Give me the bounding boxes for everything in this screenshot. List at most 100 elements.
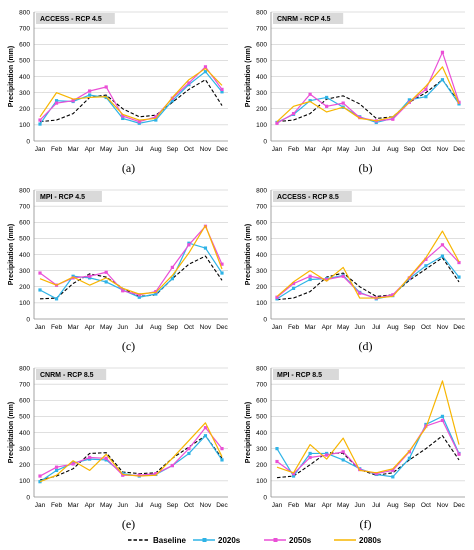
panel-title-box: [273, 369, 339, 380]
data-point-2020s: [341, 458, 345, 462]
y-tick-label: 700: [256, 25, 267, 32]
data-point-2020s: [104, 280, 108, 284]
x-tick-label: Jul: [372, 146, 381, 153]
data-point-2020s: [121, 116, 125, 121]
data-point-2020s: [440, 254, 445, 258]
x-tick-label: Feb: [51, 146, 63, 153]
data-point-2020s: [154, 292, 158, 296]
y-tick-label: 300: [19, 446, 30, 453]
data-point-2020s: [424, 422, 428, 427]
y-tick-label: 200: [256, 106, 267, 113]
data-point-2050s: [187, 243, 191, 247]
x-tick-label: Apr: [322, 324, 333, 331]
panel-title-box: [36, 13, 115, 24]
x-tick-label: Jan: [272, 324, 283, 331]
y-tick-label: 100: [19, 478, 30, 485]
data-point-2020s: [308, 277, 312, 282]
data-point-2020s: [88, 93, 92, 97]
y-tick-label: 700: [19, 203, 30, 210]
y-tick-label: 400: [19, 430, 30, 437]
data-point-2050s: [203, 65, 208, 69]
x-tick-label: Oct: [184, 502, 194, 509]
series-line-2050s: [39, 225, 223, 296]
y-tick-label: 300: [19, 268, 30, 275]
data-point-2050s: [137, 473, 141, 477]
series-line-2080s: [276, 66, 460, 123]
series-line-2050s: [39, 66, 223, 123]
x-tick-label: Jul: [135, 146, 144, 153]
panel-caption: (d): [359, 339, 373, 353]
y-tick-label: 200: [19, 462, 30, 469]
data-point-2020s: [440, 78, 445, 82]
data-point-2050s: [424, 87, 428, 91]
x-tick-label: Jun: [117, 324, 128, 331]
y-tick-label: 400: [256, 252, 267, 259]
y-tick-label: 800: [256, 9, 267, 16]
x-tick-label: Mar: [304, 146, 316, 153]
data-point-2020s: [391, 475, 395, 479]
panel-title-box: [273, 13, 344, 24]
y-axis-label: Precipitation (mm): [245, 224, 252, 285]
legend-item-2050s: 2050s: [264, 536, 312, 545]
x-tick-label: Aug: [387, 324, 399, 331]
data-point-2020s: [203, 246, 208, 250]
data-point-2020s: [440, 414, 445, 418]
data-point-2050s: [308, 274, 312, 278]
data-point-2020s: [71, 274, 75, 278]
x-tick-label: Dec: [216, 502, 228, 509]
data-point-2020s: [291, 286, 296, 290]
x-tick-label: Dec: [453, 502, 465, 509]
data-point-2020s: [325, 95, 329, 100]
x-tick-label: Jun: [354, 324, 365, 331]
data-point-2020s: [457, 275, 461, 279]
data-point-2050s: [121, 289, 125, 293]
data-point-2020s: [54, 99, 59, 103]
x-tick-label: Dec: [216, 324, 228, 331]
legend-label: 2020s: [218, 536, 241, 545]
data-point-2050s: [358, 291, 362, 295]
x-tick-label: Apr: [85, 146, 96, 153]
chart-panel-3: 0 100 200 300 400 500 600 700 800 Jan Feb Mar Apr May…: [8, 187, 229, 353]
data-point-2020s: [38, 122, 42, 126]
y-axis-label: Precipitation (mm): [245, 46, 252, 107]
data-point-2020s: [203, 434, 208, 438]
x-tick-label: May: [100, 324, 113, 331]
series-line-baseline: [276, 435, 460, 479]
data-point-2050s: [121, 473, 125, 477]
x-tick-label: Feb: [51, 324, 63, 331]
data-point-2020s: [407, 456, 411, 460]
y-tick-label: 0: [26, 138, 30, 145]
data-point-2020s: [137, 121, 141, 125]
data-point-2050s: [170, 463, 174, 468]
data-point-2050s: [457, 452, 461, 456]
data-point-2050s: [291, 111, 296, 116]
panel-title-box: [36, 191, 102, 202]
y-tick-label: 200: [256, 462, 267, 469]
y-tick-label: 0: [263, 494, 267, 501]
data-point-2050s: [88, 274, 92, 278]
data-point-2050s: [440, 418, 445, 423]
x-tick-label: Sep: [404, 502, 416, 509]
panel-caption: (c): [122, 339, 135, 353]
x-tick-label: Sep: [404, 324, 416, 331]
x-tick-label: Apr: [85, 502, 96, 509]
data-point-2020s: [407, 98, 411, 102]
data-point-2050s: [38, 271, 42, 275]
x-tick-label: Oct: [421, 146, 431, 153]
data-point-2050s: [391, 117, 395, 121]
series-line-2020s: [276, 255, 460, 300]
y-tick-label: 600: [19, 220, 30, 227]
y-tick-label: 300: [19, 90, 30, 97]
x-tick-label: May: [337, 502, 350, 509]
data-point-2020s: [374, 120, 378, 125]
x-tick-label: May: [337, 324, 350, 331]
series-line-2050s: [276, 419, 460, 475]
x-tick-label: Mar: [67, 502, 79, 509]
data-point-2020s: [291, 474, 296, 478]
data-point-2050s: [88, 89, 92, 93]
data-point-2020s: [54, 297, 59, 301]
panel-title: ACCESS - RCP 8.5: [277, 194, 339, 201]
legend-label: 2080s: [359, 536, 382, 545]
x-tick-label: Nov: [437, 146, 449, 153]
